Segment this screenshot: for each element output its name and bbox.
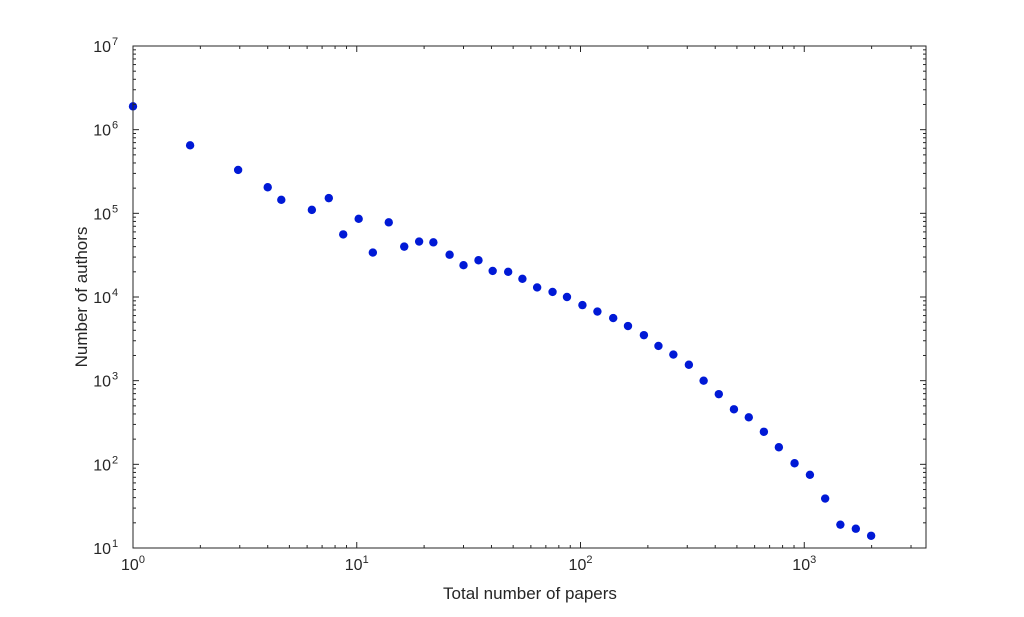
data-point: [562, 292, 572, 302]
data-point: [488, 266, 497, 276]
x-tick-label: 100: [121, 554, 145, 574]
data-point: [578, 300, 587, 310]
data-point: [414, 237, 424, 246]
data-point: [851, 524, 861, 533]
x-tick-label: 103: [792, 554, 816, 574]
data-point: [866, 531, 876, 540]
y-tick-label: 10: [93, 374, 111, 391]
data-point: [324, 193, 333, 203]
y-tick-exponent: 7: [112, 36, 118, 48]
data-point: [518, 274, 527, 284]
y-tick-exponent: 3: [112, 371, 118, 383]
data-point: [263, 183, 272, 192]
data-points: [128, 102, 876, 540]
data-point: [459, 260, 468, 270]
data-point: [774, 443, 784, 452]
data-point: [593, 307, 602, 316]
y-tick-exponent: 4: [112, 287, 118, 299]
data-point: [548, 287, 557, 297]
data-point: [368, 248, 378, 257]
data-point: [307, 205, 317, 215]
data-point: [185, 141, 195, 150]
data-point: [820, 494, 830, 503]
data-point: [609, 313, 618, 323]
y-tick-exponent: 1: [112, 538, 118, 550]
data-point: [354, 214, 363, 224]
y-tick-label: 10: [93, 457, 111, 474]
data-point: [714, 389, 723, 399]
data-point: [759, 427, 769, 436]
data-point: [339, 230, 348, 239]
data-point: [400, 242, 409, 251]
data-point: [790, 459, 799, 468]
y-axis-label: Number of authors: [72, 227, 91, 368]
data-point: [654, 341, 663, 351]
x-axis-label: Total number of papers: [443, 584, 617, 603]
y-tick-label: 10: [93, 206, 111, 223]
data-point: [532, 283, 542, 292]
data-point: [445, 250, 454, 259]
data-point: [384, 218, 393, 227]
data-point: [699, 376, 708, 385]
x-tick-label: 101: [345, 554, 369, 574]
data-point: [474, 256, 483, 265]
data-point: [277, 195, 286, 205]
y-tick-label: 10: [93, 39, 111, 56]
data-point: [684, 360, 694, 369]
data-point: [836, 520, 845, 529]
data-point: [729, 405, 739, 414]
data-point: [805, 470, 815, 479]
data-point: [669, 350, 678, 359]
data-point: [639, 330, 649, 340]
x-axis: 100 101 102 103: [121, 46, 912, 574]
y-tick-exponent: 6: [112, 120, 118, 132]
y-tick-label: 10: [93, 541, 111, 558]
x-tick-label: 102: [569, 554, 593, 574]
y-tick-label: 10: [93, 290, 111, 307]
data-point: [744, 413, 753, 422]
data-point: [233, 165, 243, 175]
y-tick-exponent: 2: [112, 454, 118, 466]
y-tick-exponent: 5: [112, 203, 118, 215]
y-tick-label: 10: [93, 123, 111, 140]
data-point: [623, 321, 633, 331]
data-point: [503, 267, 513, 277]
data-point: [429, 238, 438, 247]
